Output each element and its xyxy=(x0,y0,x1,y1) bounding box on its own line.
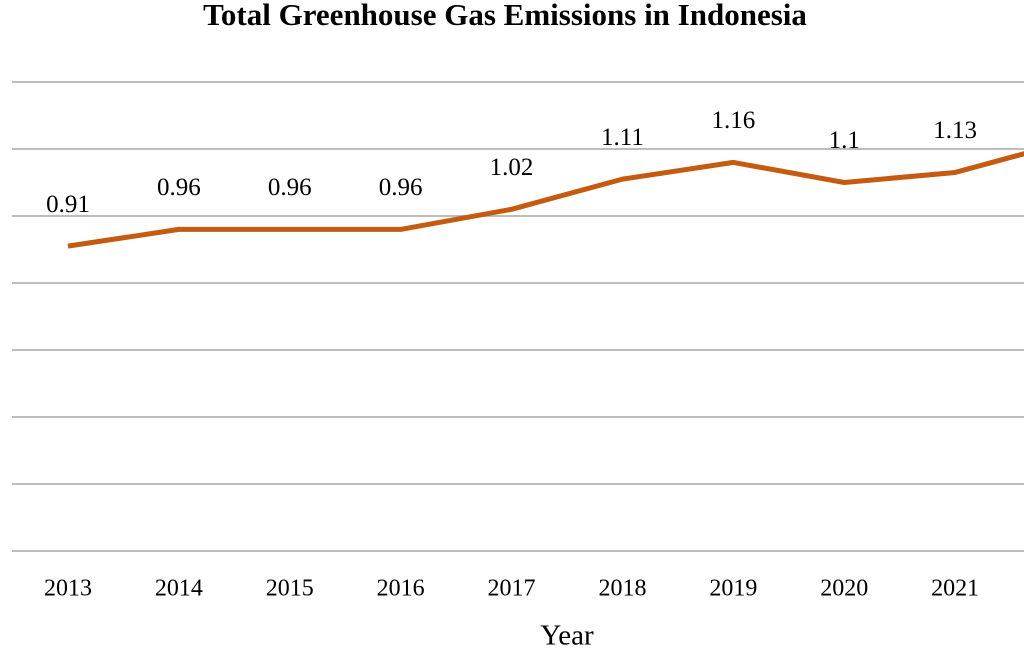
data-label: 0.96 xyxy=(379,174,423,201)
data-label: 1.16 xyxy=(711,107,755,134)
x-tick-label: 2021 xyxy=(931,576,979,602)
x-tick-label: 2015 xyxy=(266,576,314,602)
x-tick-label: 2017 xyxy=(488,576,536,602)
data-label: 0.96 xyxy=(157,174,201,201)
x-tick-label: 2014 xyxy=(155,576,203,602)
x-tick-label: 2018 xyxy=(598,576,646,602)
x-axis-title: Year xyxy=(540,620,594,652)
x-tick-label: 2019 xyxy=(709,576,757,602)
x-tick-label: 2020 xyxy=(820,576,868,602)
x-tick-label: 2013 xyxy=(44,576,92,602)
data-label: 1.11 xyxy=(601,124,644,151)
data-label: 0.96 xyxy=(268,174,312,201)
x-tick-label: 2016 xyxy=(377,576,425,602)
data-label: 1.02 xyxy=(490,154,534,181)
data-label: 1.1 xyxy=(829,127,860,154)
data-label: 1.13 xyxy=(933,117,977,144)
chart-title: Total Greenhouse Gas Emissions in Indone… xyxy=(203,0,807,32)
data-label: 0.91 xyxy=(46,191,90,218)
line-series xyxy=(67,151,1024,249)
